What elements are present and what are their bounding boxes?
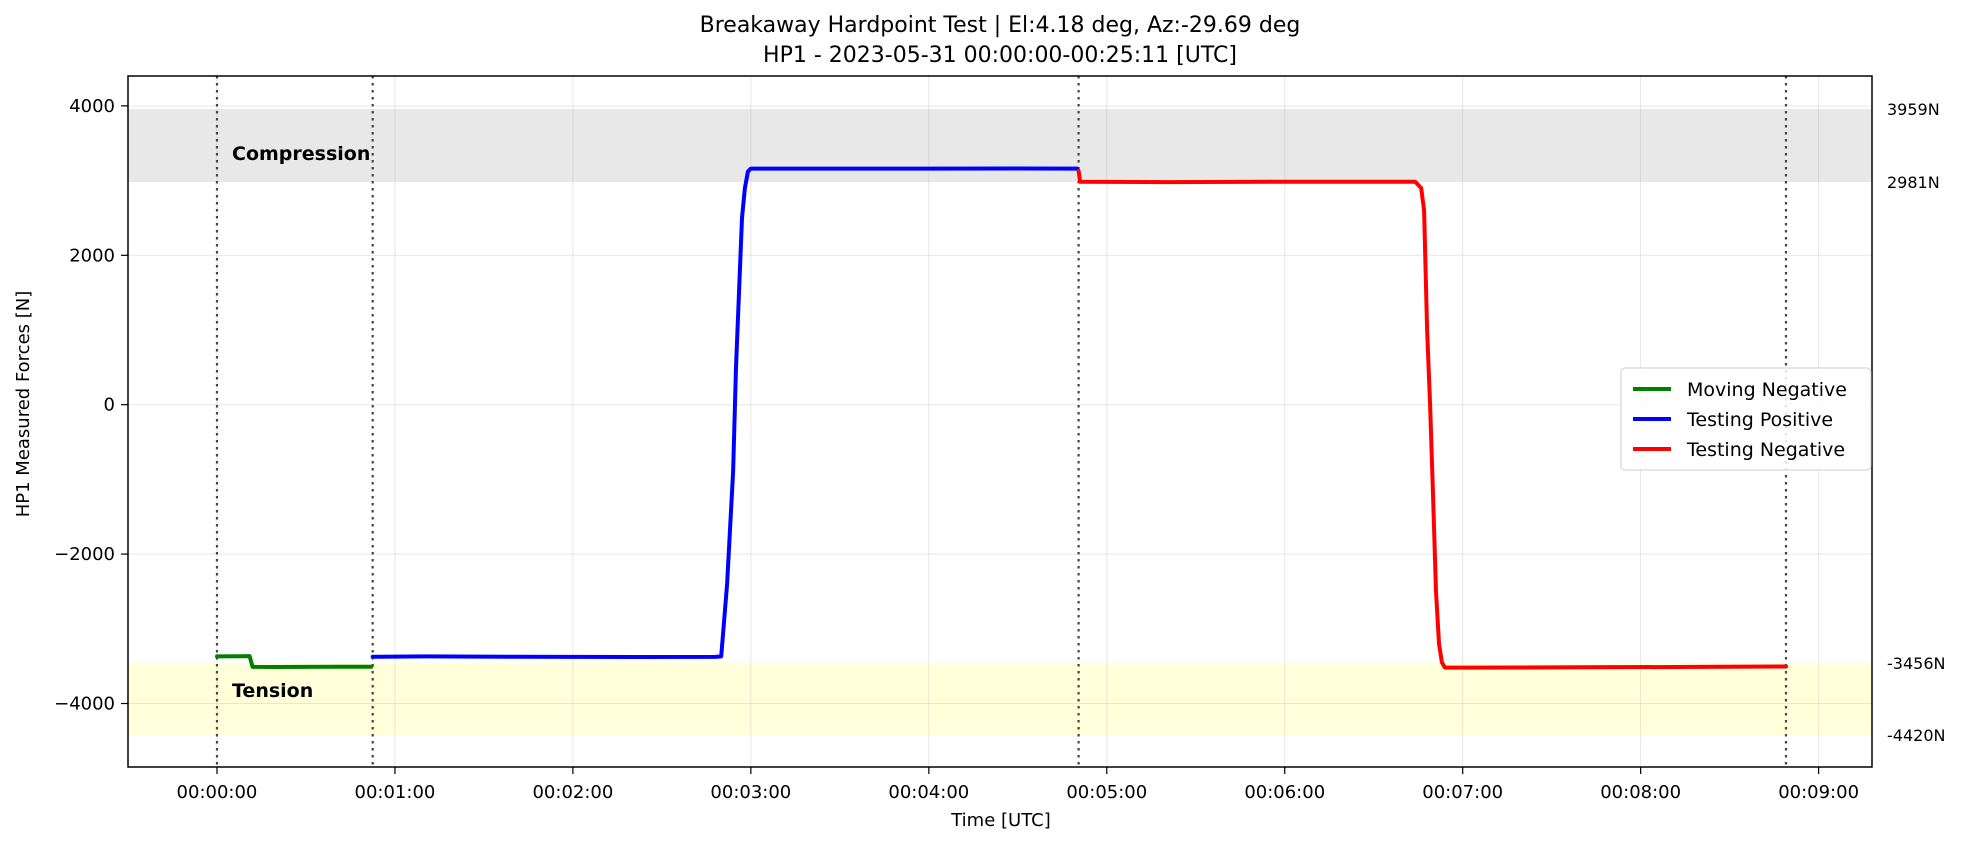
tension-label: Tension (232, 680, 313, 702)
series-line-testing-negative (1076, 168, 1788, 670)
chart-subtitle: HP1 - 2023-05-31 00:00:00-00:25:11 [UTC] (763, 43, 1237, 68)
x-tick-label: 00:01:00 (355, 782, 436, 803)
tension-band (128, 662, 1872, 735)
x-tick-label: 00:00:00 (177, 782, 258, 803)
x-tick-label: 00:06:00 (1244, 782, 1325, 803)
reference-label: -3456N (1887, 654, 1945, 673)
y-tick-label: −4000 (54, 694, 115, 715)
axes-layer: 00:00:00 00:01:00 00:02:00 00:03:00 00:04:00… (54, 75, 1873, 803)
series-line-testing-positive (370, 166, 1080, 659)
reference-label: 3959N (1887, 100, 1940, 119)
y-axis-label: HP1 Measured Forces [N] (13, 291, 34, 518)
reference-label: 2981N (1887, 173, 1940, 192)
x-tick-label: 00:09:00 (1778, 782, 1859, 803)
x-tick-label: 00:04:00 (888, 782, 969, 803)
x-tick-label: 00:07:00 (1422, 782, 1503, 803)
x-tick-label: 00:03:00 (710, 782, 791, 803)
series-line-moving-negative (215, 654, 374, 669)
y-tick-label: 0 (104, 395, 115, 416)
y-tick-label: 4000 (69, 96, 115, 117)
y-tick-label: −2000 (54, 544, 115, 565)
legend-box (1620, 367, 1872, 471)
grid-layer (128, 76, 1872, 767)
x-tick-label: 00:08:00 (1600, 782, 1681, 803)
chart-title: Breakaway Hardpoint Test | El:4.18 deg, … (700, 13, 1301, 38)
series-layer (215, 166, 1788, 670)
reference-labels-layer: 3959N 2981N -3456N -4420N (1887, 100, 1945, 745)
legend-label-testing-positive: Testing Positive (1686, 409, 1833, 431)
x-axis-label: Time [UTC] (950, 810, 1051, 831)
vertical-markers-layer (215, 76, 1788, 767)
x-tick-label: 00:05:00 (1066, 782, 1147, 803)
legend: Moving Negative Testing Positive Testing N… (1620, 367, 1872, 471)
legend-label-moving-negative: Moving Negative (1687, 379, 1847, 401)
compression-label: Compression (232, 143, 370, 165)
legend-label-testing-negative: Testing Negative (1686, 439, 1845, 461)
bands-layer: Compression Tension (128, 108, 1872, 735)
plot-frame (127, 75, 1873, 768)
reference-label: -4420N (1887, 726, 1945, 745)
x-tick-label: 00:02:00 (532, 782, 613, 803)
compression-band (128, 108, 1872, 183)
y-tick-label: 2000 (69, 245, 115, 266)
